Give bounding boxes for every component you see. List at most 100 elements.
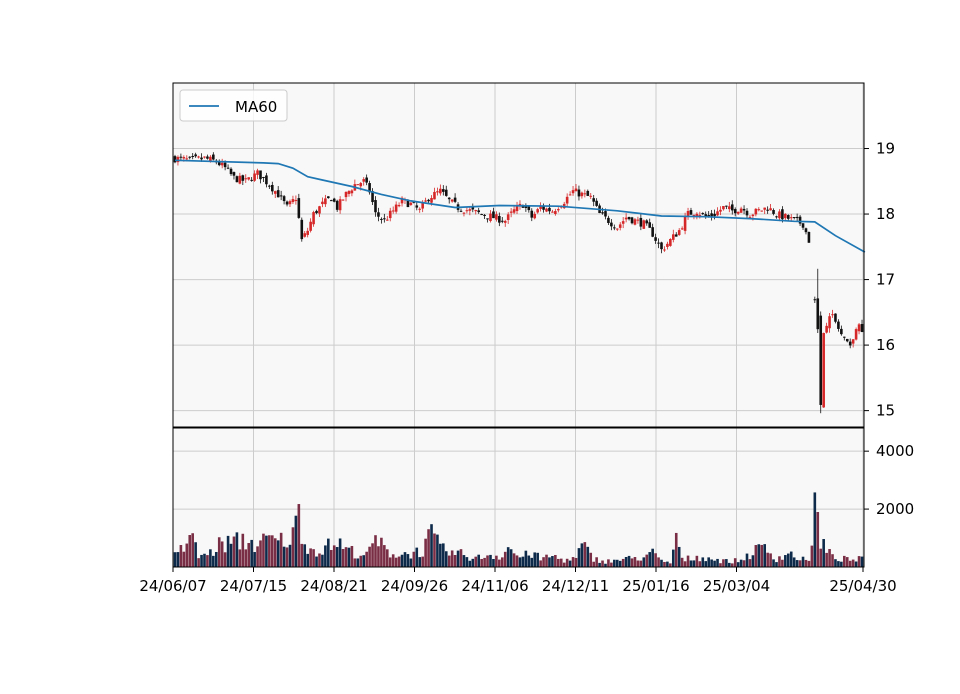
candle-body-down	[276, 190, 280, 198]
volume-bar	[324, 545, 327, 567]
volume-bar	[191, 533, 194, 567]
volume-bar	[176, 552, 180, 567]
candle-body-up	[288, 201, 292, 205]
volume-bar	[450, 550, 454, 567]
candle-body-down	[848, 341, 852, 346]
candle-body-up	[751, 214, 755, 217]
candle-body-down	[477, 210, 480, 213]
volume-bar	[335, 547, 339, 567]
candle-body-down	[262, 176, 265, 178]
candle-body-up	[748, 216, 752, 218]
candle-body-up	[238, 175, 242, 184]
volume-bar	[206, 555, 209, 567]
volume-panel-frame	[172, 427, 865, 568]
legend-box	[179, 89, 288, 122]
volume-bar	[495, 555, 498, 567]
volume-bar	[654, 553, 657, 567]
volume-bar	[182, 551, 186, 567]
volume-bar	[728, 562, 731, 567]
candle-body-up	[409, 202, 413, 205]
volume-bar	[294, 515, 298, 567]
candle-body-up	[784, 213, 787, 219]
volume-bar	[695, 555, 699, 567]
volume-bar	[465, 557, 469, 567]
volume-bar	[754, 545, 758, 567]
volume-bar	[730, 563, 734, 567]
candle-body-down	[188, 156, 192, 158]
volume-bar	[374, 535, 377, 567]
candle-body-down	[453, 197, 457, 202]
volume-bar	[610, 562, 613, 567]
candle-body-up	[176, 156, 180, 163]
volume-bar	[250, 539, 253, 567]
candle-body-up	[385, 219, 389, 221]
volume-bar	[618, 560, 622, 567]
candle-body-down	[586, 190, 590, 196]
candle-body-down	[235, 176, 239, 183]
candle-body-down	[592, 198, 595, 202]
price-panel-background	[173, 83, 864, 427]
candle-body-up	[557, 209, 560, 211]
candle-body-up	[324, 198, 327, 205]
candle-body-up	[197, 156, 200, 158]
candle-body-down	[730, 204, 734, 211]
volume-bar	[601, 560, 604, 567]
candle-body-down	[801, 223, 805, 228]
volume-bar	[645, 554, 649, 567]
candle-body-down	[173, 156, 177, 163]
volume-bar	[309, 548, 312, 567]
volume-bar	[837, 561, 840, 567]
candle-body-down	[613, 227, 616, 229]
candle-body-up	[185, 158, 189, 160]
x-tick-label: 24/07/15	[220, 577, 287, 595]
volume-bar	[256, 546, 259, 567]
candle-body-up	[789, 217, 793, 219]
volume-bar	[704, 561, 708, 567]
candle-body-down	[795, 216, 799, 219]
volume-bar	[418, 557, 422, 567]
volume-bar	[568, 560, 572, 567]
volume-bar	[279, 532, 283, 567]
candle-body-up	[462, 212, 466, 214]
candle-body-down	[725, 205, 728, 207]
volume-bar	[574, 557, 578, 567]
volume-bar	[716, 558, 719, 567]
volume-bar	[492, 559, 495, 567]
candle-body-down	[816, 298, 820, 330]
volume-bar	[798, 560, 802, 567]
candle-body-down	[335, 200, 339, 210]
volume-bar	[533, 552, 537, 567]
volume-bar	[483, 557, 486, 567]
candle-body-up	[536, 209, 539, 213]
candle-body-down	[329, 200, 333, 202]
candle-body-down	[268, 185, 271, 187]
volume-bar	[733, 558, 737, 567]
candle-body-down	[742, 208, 746, 211]
candle-body-up	[338, 199, 342, 211]
candle-body-up	[545, 208, 548, 212]
volume-bar	[825, 552, 828, 567]
candle-body-up	[583, 193, 587, 195]
volume-bar	[344, 547, 348, 567]
candle-body-up	[663, 249, 666, 251]
volume-bar	[639, 560, 643, 567]
volume-bar	[214, 551, 218, 567]
volume-bar	[223, 552, 227, 567]
volume-bar	[845, 557, 849, 567]
volume-bar	[689, 560, 693, 567]
volume-bar	[583, 542, 587, 567]
candle-body-up	[495, 214, 498, 220]
candle-body-down	[766, 209, 769, 211]
candle-body-down	[271, 184, 274, 192]
candle-body-down	[781, 209, 784, 220]
candle-body-up	[571, 190, 575, 194]
ma60-line	[174, 159, 866, 253]
price-tick-label: 17	[876, 271, 895, 289]
x-tick-label: 24/06/07	[139, 577, 206, 595]
candle-body-up	[671, 234, 675, 240]
volume-bar	[500, 557, 504, 567]
volume-bar	[781, 559, 784, 567]
candle-body-up	[828, 316, 831, 329]
volume-bar	[430, 524, 433, 567]
volume-bar	[663, 561, 666, 567]
